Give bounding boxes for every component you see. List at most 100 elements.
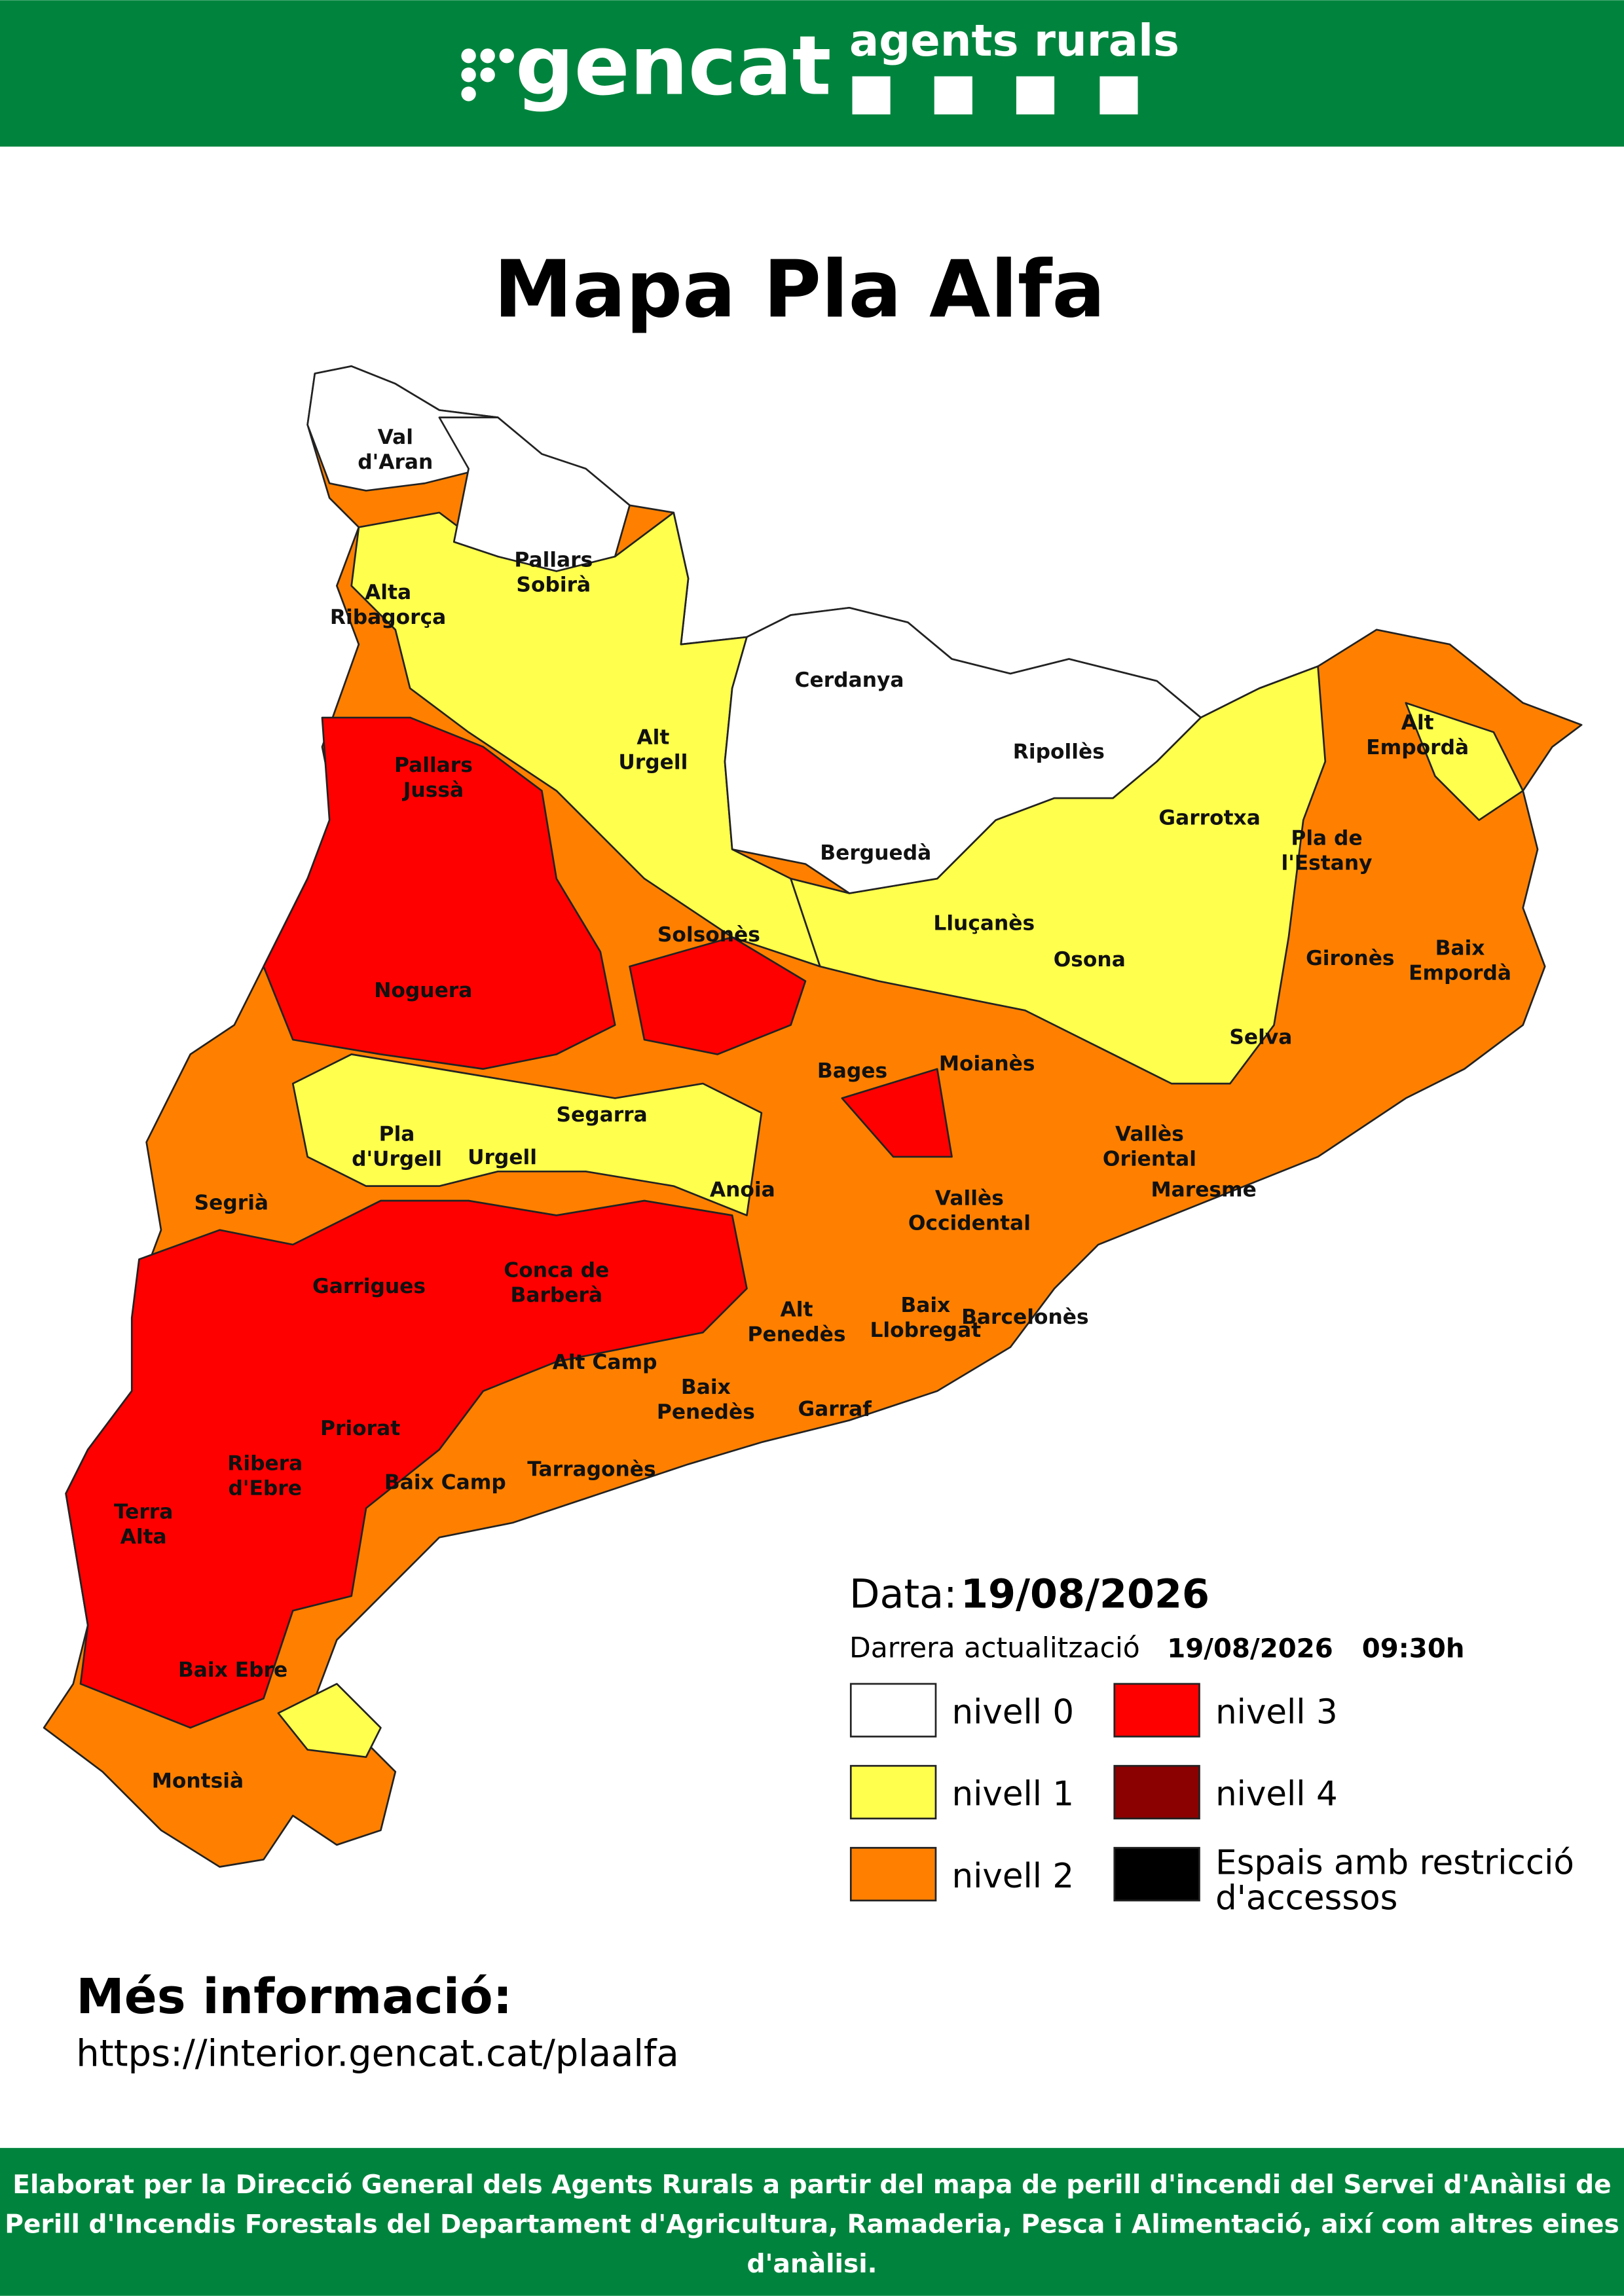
info-heading: Més informació: (76, 1969, 512, 2025)
logo: gencat (515, 18, 831, 113)
brand: agents rurals (849, 15, 1179, 66)
comarca-label: Segarra (556, 1103, 647, 1127)
region (65, 1199, 748, 1729)
comarca-label: Segrià (194, 1191, 268, 1214)
update-time: 09:30h (1362, 1634, 1465, 1664)
comarca-label: Occidental (908, 1212, 1031, 1235)
comarca-label: Baix Camp (384, 1471, 506, 1495)
date-label: Data: (849, 1572, 957, 1618)
comarca-label: Terra (114, 1500, 173, 1523)
comarca-label: Empordà (1366, 736, 1469, 759)
comarca-label: d'Aran (358, 450, 433, 474)
comarca-label: Ribera (227, 1451, 303, 1475)
date: 19/08/2026 (961, 1572, 1209, 1618)
comarca-label: Garraf (798, 1398, 872, 1421)
comarca-label: Alta (365, 581, 411, 604)
legend-label: nivell 0 (952, 1692, 1075, 1732)
legend-label: nivell 4 (1215, 1775, 1338, 1814)
update-label: Darrera actualització (849, 1633, 1140, 1665)
brand-squares (852, 76, 1138, 115)
legend: nivell 0 nivell 1 nivell 2 nivell 3 nivell 4… (849, 1683, 1574, 1918)
footer-text: Perill d'Incendis Forestals del Departam… (5, 2210, 1619, 2240)
title: Mapa Pla Alfa (494, 244, 1105, 335)
footer: Elaborat per la Direcció General dels Ag… (5, 2170, 1619, 2279)
comarca-label: Priorat (320, 1417, 400, 1440)
legend-label: nivell 3 (1215, 1692, 1338, 1732)
footer-bar (0, 2147, 1624, 2296)
comarca-label: Vallès (935, 1187, 1004, 1211)
comarca-label: Berguedà (820, 841, 931, 865)
comarca-label: Empordà (1409, 961, 1511, 985)
map (43, 365, 1583, 1868)
comarca-label: Conca de (504, 1258, 609, 1282)
comarca-label: l'Estany (1281, 852, 1372, 875)
footer-text: Elaborat per la Direcció General dels Ag… (12, 2170, 1611, 2200)
comarca-label: Maresme (1151, 1178, 1257, 1201)
comarca-label: Baix (681, 1376, 731, 1399)
comarca-label: Oriental (1103, 1147, 1196, 1171)
comarca-label: Osona (1054, 948, 1126, 972)
legend-label: d'accessos (1215, 1878, 1397, 1918)
footer-text: d'anàlisi. (747, 2250, 877, 2279)
comarca-label: Garrigues (312, 1275, 426, 1298)
comarca-label: d'Ebre (229, 1476, 302, 1500)
logo-mark (461, 48, 514, 101)
comarca-label: Solsonès (657, 923, 760, 947)
comarca-label: Llobregat (870, 1319, 981, 1342)
comarca-label: Cerdanya (795, 668, 904, 692)
comarca-label: Baix (1435, 936, 1485, 960)
legend-swatch (1113, 1764, 1200, 1820)
comarca-label: Garrotxa (1158, 806, 1260, 829)
comarca-label: Ripollès (1013, 740, 1105, 764)
comarca-label: Urgell (468, 1146, 537, 1169)
comarca-label: Baix Ebre (178, 1658, 287, 1682)
comarca-label: Anoia (710, 1178, 775, 1201)
comarca-label: Selva (1229, 1026, 1292, 1049)
comarca-label: Alta (120, 1525, 167, 1548)
legend-label: Espais amb restricció (1215, 1844, 1574, 1883)
comarca-label: Sobirà (516, 574, 591, 597)
region (1405, 702, 1524, 821)
legend-swatch (849, 1683, 937, 1738)
comarca-label: Vallès (1115, 1122, 1184, 1146)
header-bar (0, 0, 1624, 147)
comarca-label: Bages (817, 1059, 887, 1083)
comarca-label: Noguera (374, 979, 472, 1002)
region (291, 1053, 763, 1216)
legend-label: nivell 2 (952, 1857, 1075, 1896)
region (841, 1068, 953, 1158)
comarca-label: Tarragonès (527, 1457, 655, 1481)
comarca-label: Pla de (1291, 827, 1362, 850)
comarca-label: Penedès (657, 1400, 755, 1424)
comarca-label: Pallars (394, 754, 473, 777)
comarca-label: Baix (900, 1294, 950, 1317)
comarca-label: Pallars (514, 549, 593, 572)
comarca-label: Alt Camp (553, 1351, 657, 1374)
legend-swatch (1113, 1847, 1200, 1902)
region (277, 1683, 382, 1758)
legend-label: nivell 1 (952, 1775, 1075, 1814)
comarca-label: Pla (379, 1122, 415, 1146)
comarca-label: Alt (781, 1298, 813, 1322)
comarca-label: Urgell (618, 750, 688, 774)
info-url[interactable]: https://interior.gencat.cat/plaalfa (76, 2033, 679, 2075)
comarca-label: Montsià (152, 1770, 244, 1793)
region (629, 936, 807, 1055)
comarca-label: Gironès (1306, 947, 1395, 970)
update-date: 19/08/2026 (1167, 1634, 1333, 1664)
comarca-label: Penedès (748, 1323, 846, 1347)
region (438, 416, 631, 572)
legend-swatch (1113, 1683, 1200, 1738)
comarca-label: d'Urgell (352, 1147, 442, 1171)
comarca-label: Ribagorça (330, 606, 446, 629)
comarca-label: Jussà (402, 778, 464, 802)
legend-swatch (849, 1847, 937, 1902)
legend-swatch (849, 1764, 937, 1820)
comarca-label: Alt (1401, 711, 1434, 735)
comarca-label: Moianès (939, 1052, 1035, 1076)
comarca-label: Lluçanès (933, 911, 1035, 935)
map-labels: Vald'AranPallarsSobiràAltaRibagorçaCerda… (114, 426, 1511, 1793)
comarca-label: Barberà (510, 1283, 602, 1307)
